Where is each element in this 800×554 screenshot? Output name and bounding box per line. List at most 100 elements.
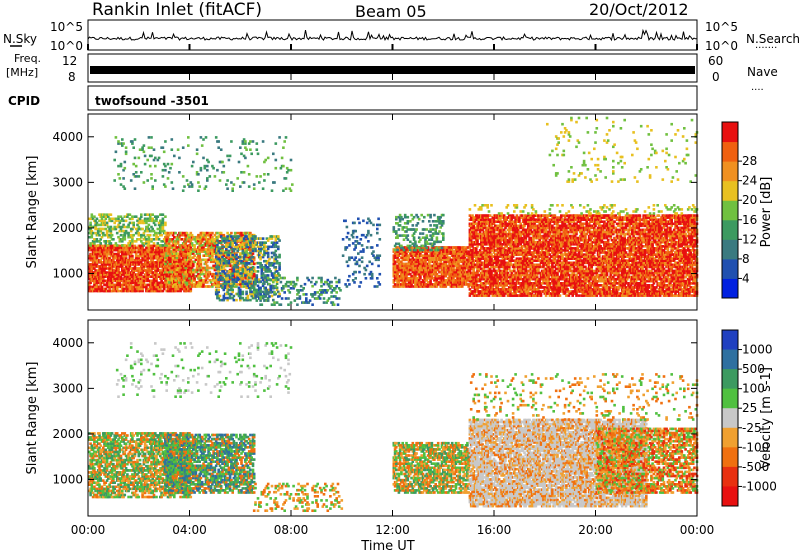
- echo-cell: [377, 256, 380, 259]
- echo-cell: [396, 281, 399, 284]
- echo-cell: [136, 219, 139, 223]
- echo-cell: [326, 299, 330, 302]
- echo-cell: [421, 260, 425, 264]
- echo-cell: [117, 269, 120, 272]
- echo-cell: [410, 254, 413, 257]
- echo-cell: [127, 225, 130, 229]
- echo-cell: [426, 242, 430, 246]
- echo-cell: [410, 285, 413, 288]
- echo-cell: [411, 256, 415, 259]
- echo-cell: [265, 249, 269, 253]
- echo-cell: [296, 293, 299, 296]
- echo-cell: [198, 281, 201, 284]
- echo-cell: [198, 254, 201, 257]
- echo-cell: [176, 287, 180, 291]
- echo-cell: [199, 262, 203, 266]
- echo-cell: [174, 231, 177, 235]
- echo-cell: [181, 246, 185, 249]
- echo-cell: [310, 280, 313, 284]
- echo-cell: [426, 248, 430, 251]
- echo-cell: [209, 258, 213, 262]
- echo-cell: [278, 264, 281, 267]
- echo-cell: [137, 231, 141, 235]
- echo-cell: [179, 266, 182, 270]
- echo-cell: [143, 235, 147, 239]
- echo-cell: [274, 243, 278, 247]
- echo-cell: [297, 291, 300, 294]
- echo-cell: [214, 255, 218, 259]
- echo-cell: [378, 254, 382, 257]
- echo-cell: [208, 250, 212, 253]
- echo-cell: [231, 288, 234, 292]
- echo-cell: [398, 274, 402, 278]
- noise-right-tick-bottom: 10^0: [705, 39, 738, 53]
- echo-cell: [112, 254, 115, 258]
- echo-cell: [231, 241, 234, 244]
- echo-cell: [121, 250, 124, 254]
- echo-cell: [406, 215, 410, 219]
- echo-cell: [249, 298, 252, 302]
- echo-cell: [250, 268, 253, 271]
- echo-cell: [140, 254, 143, 258]
- echo-cell: [202, 283, 205, 286]
- echo-cell: [171, 285, 175, 288]
- echo-cell: [440, 246, 444, 250]
- echo-cell: [258, 291, 261, 294]
- freq-unit-label: [MHz]: [6, 66, 38, 79]
- echo-cell: [240, 237, 243, 240]
- echo-cell: [93, 242, 96, 245]
- echo-cell: [341, 254, 345, 257]
- echo-cell: [249, 248, 252, 251]
- echo-cell: [167, 283, 171, 286]
- echo-cell: [90, 269, 94, 272]
- echo-cell: [167, 244, 171, 247]
- echo-cell: [393, 262, 397, 266]
- echo-cell: [115, 244, 119, 247]
- echo-cell: [372, 254, 375, 257]
- echo-cell: [246, 298, 250, 302]
- echo-cell: [108, 217, 111, 221]
- echo-cell: [409, 264, 412, 268]
- echo-cell: [188, 277, 191, 280]
- echo-cell: [132, 271, 135, 274]
- echo-cell: [99, 287, 102, 291]
- echo-cell: [174, 289, 177, 293]
- echo-cell: [331, 301, 335, 304]
- echo-cell: [223, 251, 227, 255]
- echo-cell: [251, 296, 255, 300]
- echo-cell: [223, 284, 227, 288]
- echo-cell: [397, 258, 401, 262]
- echo-cell: [354, 277, 357, 280]
- echo-cell: [235, 285, 238, 288]
- echo-cell: [282, 287, 285, 290]
- echo-cell: [146, 275, 149, 278]
- echo-cell: [134, 254, 138, 258]
- echo-cell: [226, 251, 229, 255]
- echo-cell: [206, 268, 209, 272]
- echo-cell: [268, 282, 271, 286]
- echo-cell: [200, 244, 204, 247]
- echo-cell: [195, 238, 199, 241]
- echo-cell: [237, 286, 241, 290]
- echo-cell: [396, 279, 399, 282]
- echo-cell: [217, 235, 220, 238]
- echo-cell: [181, 256, 185, 260]
- echo-cell: [393, 283, 397, 286]
- echo-cell: [416, 268, 420, 272]
- echo-cell: [252, 243, 256, 247]
- echo-cell: [242, 251, 246, 255]
- echo-cell: [245, 257, 248, 261]
- echo-cell: [270, 303, 274, 306]
- echo-cell: [132, 233, 135, 237]
- echo-cell: [377, 217, 380, 221]
- echo-cell: [263, 278, 266, 281]
- echo-cell: [179, 272, 182, 276]
- echo-cell: [412, 285, 416, 288]
- echo-cell: [123, 225, 127, 229]
- echo-cell: [124, 283, 128, 287]
- echo-cell: [102, 281, 105, 285]
- echo-cell: [277, 278, 280, 281]
- echo-cell: [219, 284, 223, 288]
- echo-cell: [223, 257, 227, 261]
- echo-cell: [100, 244, 104, 248]
